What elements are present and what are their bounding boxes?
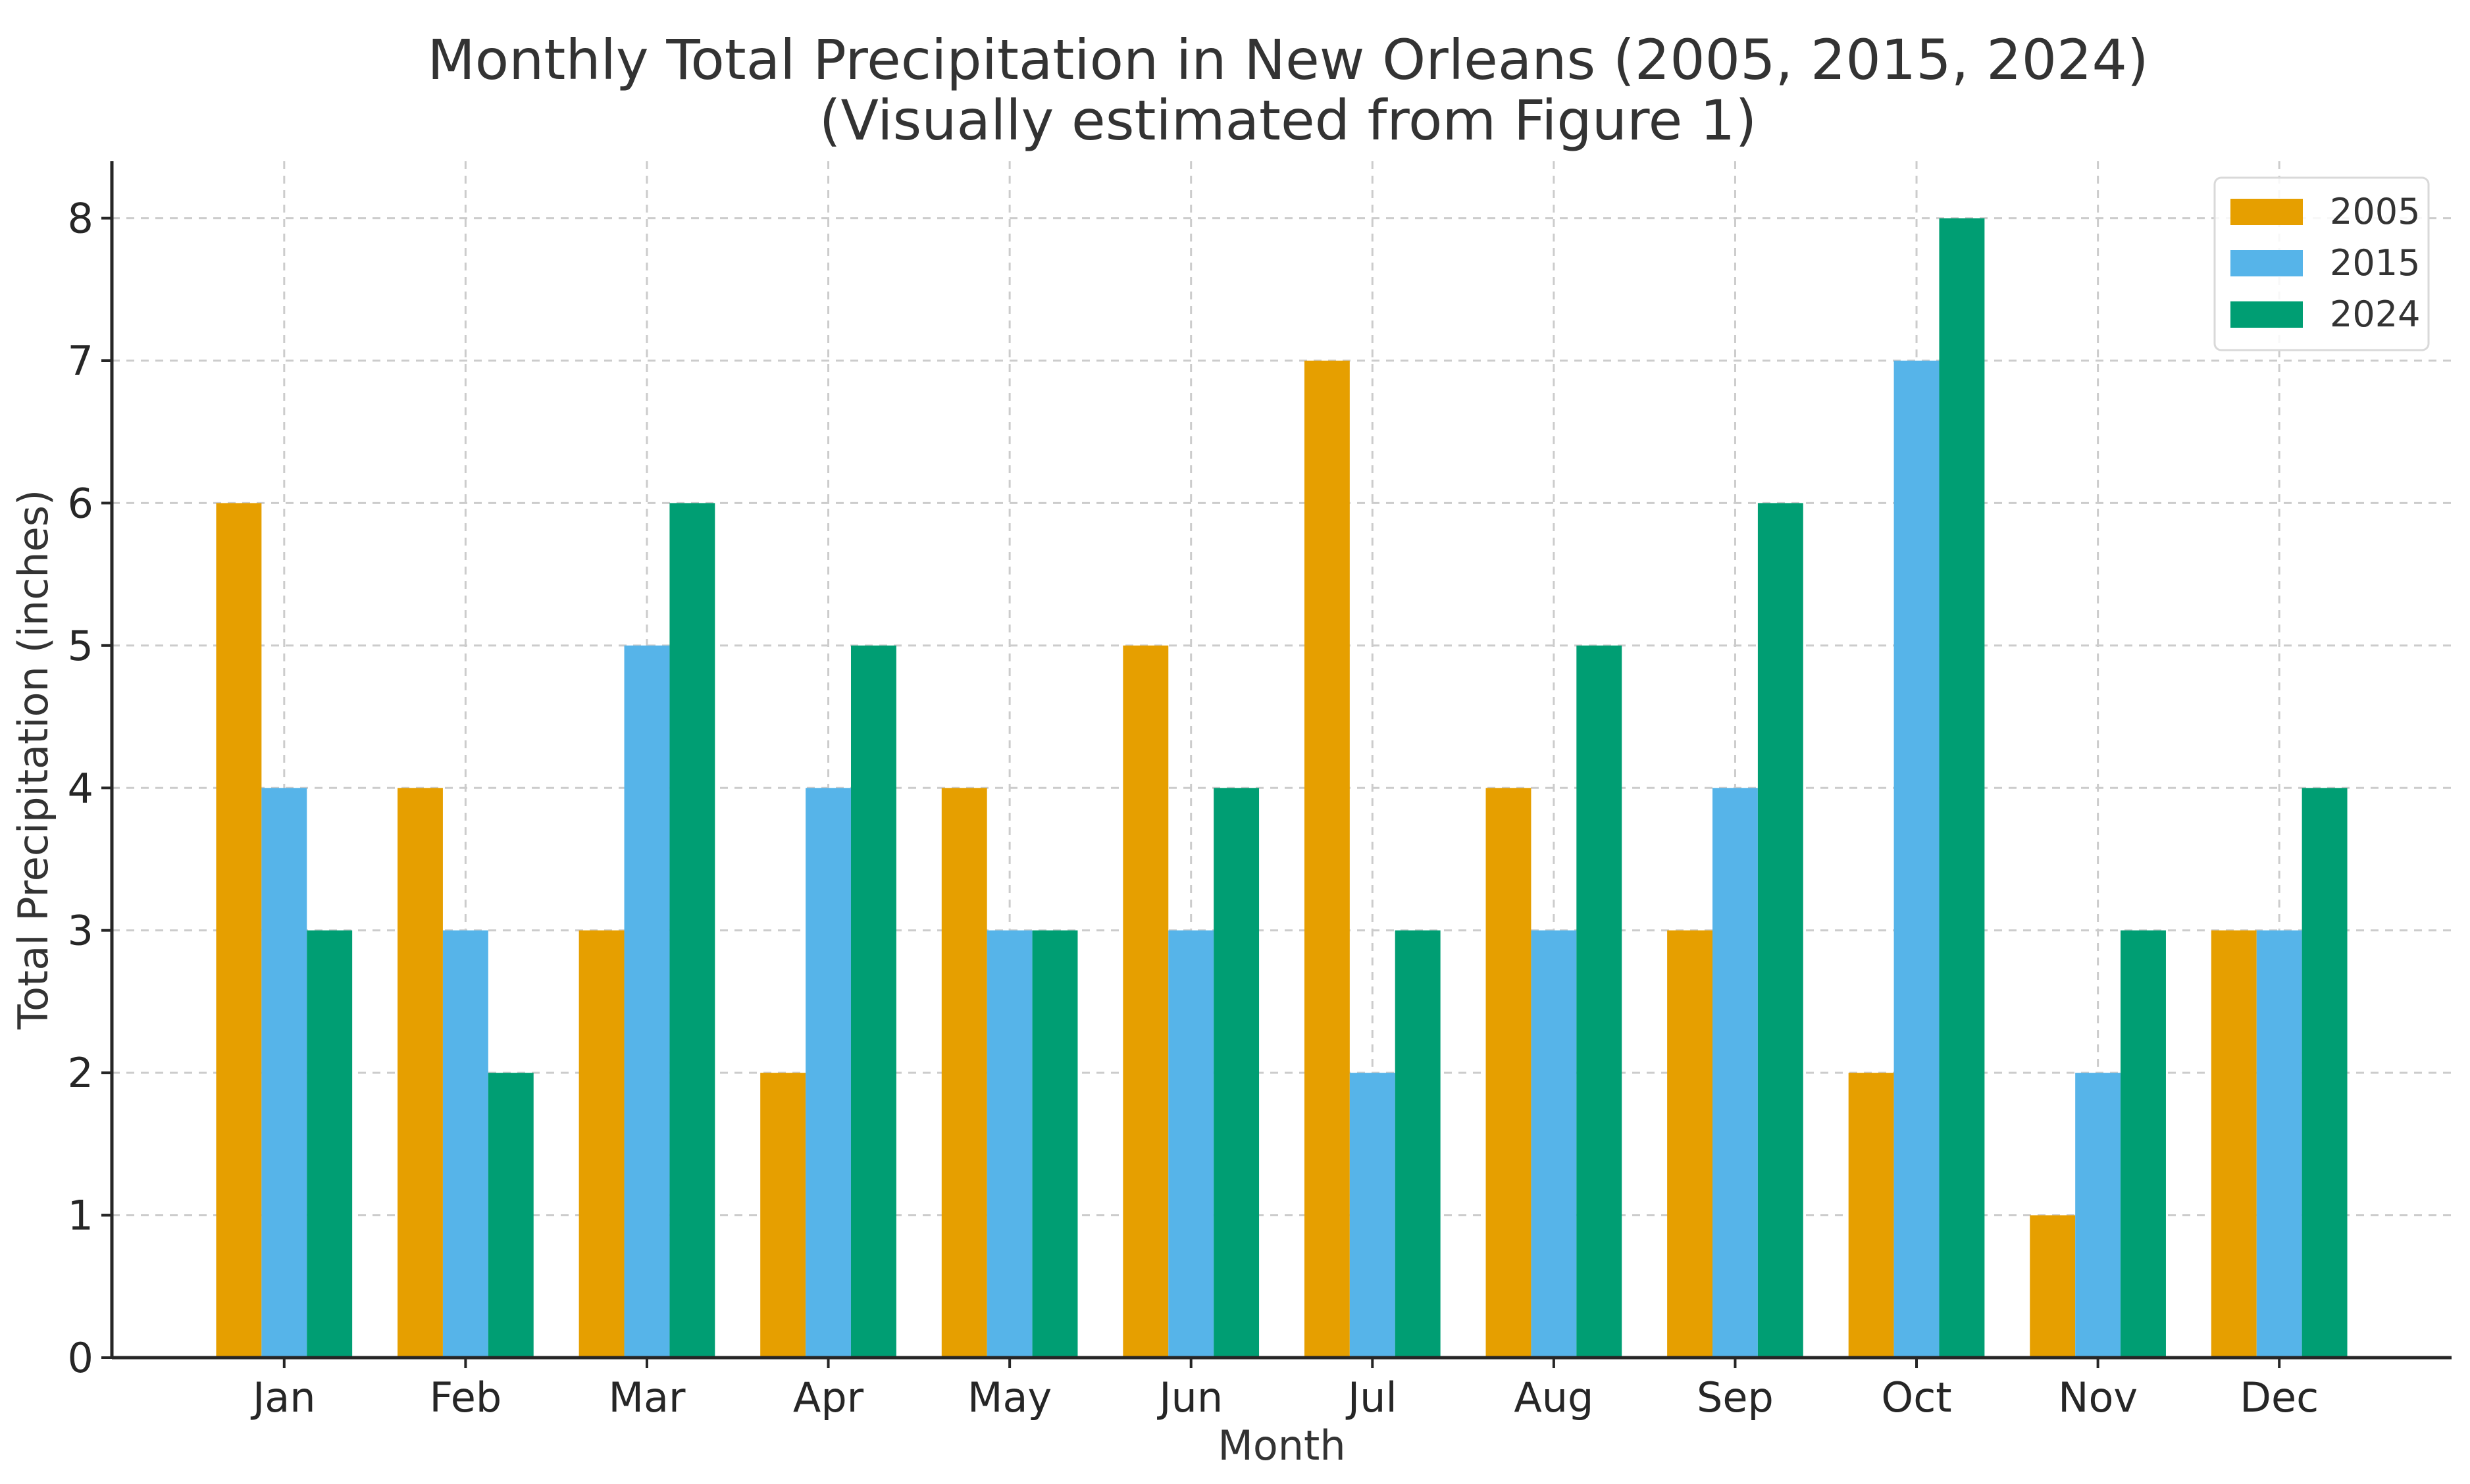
bar-2024-May	[1032, 930, 1078, 1358]
bar-2005-Mar	[579, 930, 625, 1358]
legend-swatch-2005	[2230, 199, 2303, 225]
bars	[216, 218, 2348, 1358]
bar-2005-May	[941, 788, 987, 1358]
x-tick-label-Jul: Jul	[1345, 1373, 1397, 1421]
legend-label-2024: 2024	[2330, 294, 2420, 335]
legend-items: 2005 2015 2024	[2230, 191, 2420, 335]
legend-label-2005: 2005	[2330, 191, 2420, 232]
x-tick-label-Dec: Dec	[2240, 1373, 2319, 1421]
bar-2005-Jan	[216, 503, 262, 1358]
bar-series-2005	[216, 361, 2257, 1358]
bar-2015-Jan	[261, 788, 307, 1358]
x-tick-label-Oct: Oct	[1881, 1373, 1951, 1421]
y-tick-label: 7	[68, 337, 93, 385]
bar-2024-Nov	[2121, 930, 2166, 1358]
bar-2015-Feb	[442, 930, 488, 1358]
x-tick-label-Jun: Jun	[1156, 1373, 1223, 1421]
bar-2024-Jan	[307, 930, 353, 1358]
y-tick-label: 2	[68, 1049, 93, 1097]
bar-2015-Nov	[2075, 1073, 2121, 1358]
ticks: 0 1 2 3 4 5 6 7 8 Jan Feb Mar Apr May Jun Jul Aug Sep Oct N…	[68, 195, 2319, 1421]
legend-swatch-2015	[2230, 250, 2303, 276]
legend: 2005 2015 2024	[2213, 176, 2430, 351]
bar-2015-May	[987, 930, 1033, 1358]
x-tick-label-Jan: Jan	[250, 1373, 316, 1421]
bar-series-2024	[307, 218, 2348, 1358]
y-axis-label: Total Precipitation (inches)	[9, 490, 57, 1030]
bar-2005-Aug	[1485, 788, 1531, 1358]
bar-2024-Dec	[2302, 788, 2348, 1358]
chart-title: Monthly Total Precipitation in New Orlea…	[427, 28, 2148, 92]
x-tick-label-Mar: Mar	[608, 1373, 685, 1421]
x-axis-label: Month	[1218, 1421, 1345, 1470]
y-tick-label: 5	[68, 622, 93, 670]
chart-subtitle: (Visually estimated from Figure 1)	[819, 88, 1757, 153]
y-tick-label: 3	[68, 907, 93, 955]
x-tick-label-Feb: Feb	[429, 1373, 502, 1421]
y-tick-label: 4	[68, 764, 93, 812]
bar-2024-Apr	[850, 645, 896, 1358]
bar-2005-Jun	[1123, 645, 1169, 1358]
bar-2015-Mar	[624, 645, 670, 1358]
bar-2024-Aug	[1576, 645, 1622, 1358]
bar-2005-Dec	[2211, 930, 2257, 1358]
bar-2005-Apr	[760, 1073, 806, 1358]
x-tick-label-May: May	[967, 1373, 1052, 1421]
bar-2005-Nov	[2030, 1215, 2076, 1358]
bar-2015-Sep	[1712, 788, 1758, 1358]
x-tick-label-Apr: Apr	[793, 1373, 864, 1421]
bar-series-2015	[261, 361, 2302, 1358]
y-tick-label: 0	[68, 1334, 93, 1382]
bar-2024-Feb	[488, 1073, 534, 1358]
bar-2024-Mar	[669, 503, 715, 1358]
bar-2005-Oct	[1848, 1073, 1894, 1358]
y-tick-label: 8	[68, 195, 93, 243]
bar-2024-Oct	[1939, 218, 1985, 1358]
x-tick-label-Aug: Aug	[1514, 1373, 1593, 1421]
bar-2015-Apr	[806, 788, 851, 1358]
legend-swatch-2024	[2230, 301, 2303, 328]
bar-2005-Feb	[398, 788, 443, 1358]
x-tick-label-Sep: Sep	[1697, 1373, 1774, 1421]
bar-2015-Jun	[1168, 930, 1214, 1358]
x-tick-label-Nov: Nov	[2058, 1373, 2138, 1421]
y-tick-label: 1	[68, 1192, 93, 1240]
bar-2005-Jul	[1304, 361, 1350, 1358]
bar-2015-Dec	[2256, 930, 2302, 1358]
bar-2024-Jul	[1395, 930, 1441, 1358]
legend-label-2015: 2015	[2330, 242, 2420, 284]
bar-2015-Oct	[1893, 361, 1940, 1358]
bar-2015-Jul	[1349, 1073, 1395, 1358]
bar-2015-Aug	[1531, 930, 1577, 1358]
bar-2024-Sep	[1757, 503, 1803, 1358]
bar-2024-Jun	[1214, 788, 1260, 1358]
bar-2005-Sep	[1667, 930, 1713, 1358]
y-tick-label: 6	[68, 479, 93, 527]
